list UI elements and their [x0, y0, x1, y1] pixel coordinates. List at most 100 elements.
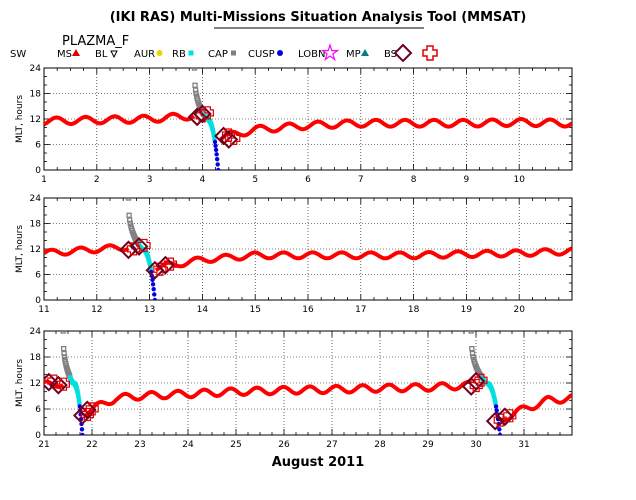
rb-marker [490, 389, 495, 395]
cross-marker [153, 262, 167, 276]
y-axis-label: MLT, hours [15, 359, 25, 407]
rb-marker [491, 392, 496, 397]
rb-marker [76, 397, 82, 402]
x-tick-label: 21 [38, 440, 49, 450]
cap-marker [191, 68, 198, 71]
circle-icon [156, 50, 163, 56]
y-axis-label: MLT, hours [15, 225, 25, 273]
cap-marker [470, 354, 476, 360]
rb-marker [146, 258, 152, 263]
legend-label: SW [10, 49, 26, 60]
cusp-marker [152, 297, 158, 300]
cross-marker [56, 377, 70, 391]
x-tick-label: 22 [86, 440, 97, 450]
legend-label: BS [384, 49, 397, 60]
cap-marker [127, 220, 133, 227]
bs-marker [129, 237, 149, 256]
rb-marker [75, 389, 80, 395]
bs-marker [192, 104, 212, 124]
bs-marker [119, 240, 138, 260]
bs-marker [187, 107, 207, 127]
spacecraft-label: PLAZMA_F [62, 34, 129, 49]
bs-marker [466, 371, 486, 391]
legend-label: CAP [208, 49, 228, 60]
bs-marker [72, 406, 92, 425]
cusp-marker [215, 162, 220, 167]
x-tick-label: 16 [302, 305, 314, 315]
cusp-marker [494, 408, 499, 413]
y-axis-label: MLT, hours [15, 95, 25, 143]
y-tick-label: 12 [30, 379, 41, 389]
cusp-marker [213, 143, 218, 148]
x-tick-label: 18 [408, 305, 420, 315]
legend-label: RB [172, 49, 186, 60]
y-tick-label: 0 [35, 431, 41, 441]
y-tick-label: 24 [30, 327, 42, 337]
cap-marker [468, 331, 474, 334]
legend-label: BL [95, 49, 108, 60]
y-tick-label: 0 [35, 166, 41, 176]
x-tick-label: 28 [374, 440, 386, 450]
legend-label: CUSP [248, 49, 275, 60]
cusp-marker [497, 432, 503, 435]
y-tick-label: 18 [30, 220, 42, 230]
triangle-icon [361, 49, 369, 56]
x-tick-label: 31 [518, 440, 529, 450]
rb-marker [212, 136, 217, 141]
bs-marker [495, 407, 515, 427]
cross-marker [126, 242, 141, 256]
x-axis-label: August 2011 [272, 455, 365, 470]
diamond-icon [393, 43, 413, 63]
square-icon [188, 50, 194, 56]
sw-trace [154, 246, 572, 272]
x-tick-label: 8 [411, 175, 417, 185]
legend-label: LOBN [298, 49, 325, 60]
cap-marker [126, 212, 132, 218]
triangle-down-icon [110, 50, 118, 59]
cross-icon [422, 45, 438, 61]
x-tick-label: 19 [461, 305, 473, 315]
x-tick-label: 4 [200, 175, 206, 185]
plot-area [44, 68, 572, 170]
x-tick-label: 6 [305, 175, 311, 185]
panel-2: 11 12 13 14 15 16 17 18 19 20 0 6 12 18 24 MLT, hours [15, 194, 573, 315]
cross-marker [227, 131, 241, 145]
x-tick-label: 5 [252, 175, 258, 185]
legend-label: AUR [134, 49, 155, 60]
chart-title: (IKI RAS) Multi-Missions Situation Analy… [110, 10, 527, 25]
rb-marker [76, 394, 81, 400]
cusp-marker [150, 277, 155, 283]
cusp-marker [214, 152, 219, 157]
rb-marker [147, 260, 152, 265]
x-tick-label: 14 [197, 305, 209, 315]
x-tick-label: 7 [358, 175, 364, 185]
cross-marker [85, 402, 99, 416]
panel-3: 21 22 23 24 25 26 27 28 29 30 31 0 6 12 18 24 MLT, hours [15, 327, 573, 450]
x-tick-label: 1 [41, 175, 47, 185]
cap-marker [125, 198, 132, 201]
rb-marker [147, 263, 153, 268]
x-tick-label: 25 [230, 440, 241, 450]
cusp-marker [79, 427, 85, 432]
sw-trace [218, 117, 572, 143]
x-tick-label: 29 [422, 440, 434, 450]
circle-icon [277, 50, 283, 56]
legend: SW MS BL AUR RB CAP CUSP LOBN MP BS [10, 43, 438, 63]
rb-marker [493, 400, 498, 406]
rb-marker [148, 266, 153, 271]
plot-area [44, 331, 572, 435]
cap-marker [469, 345, 475, 352]
legend-label: MS [57, 49, 72, 60]
cross-marker [474, 373, 488, 387]
bs-marker [156, 255, 175, 275]
x-tick-label: 26 [278, 440, 290, 450]
x-tick-label: 10 [513, 175, 525, 185]
cusp-marker [212, 139, 218, 145]
x-tick-label: 23 [134, 440, 145, 450]
y-tick-label: 24 [30, 194, 42, 204]
y-tick-label: 24 [30, 64, 42, 74]
y-tick-label: 0 [35, 296, 41, 306]
cross-marker [163, 257, 178, 271]
